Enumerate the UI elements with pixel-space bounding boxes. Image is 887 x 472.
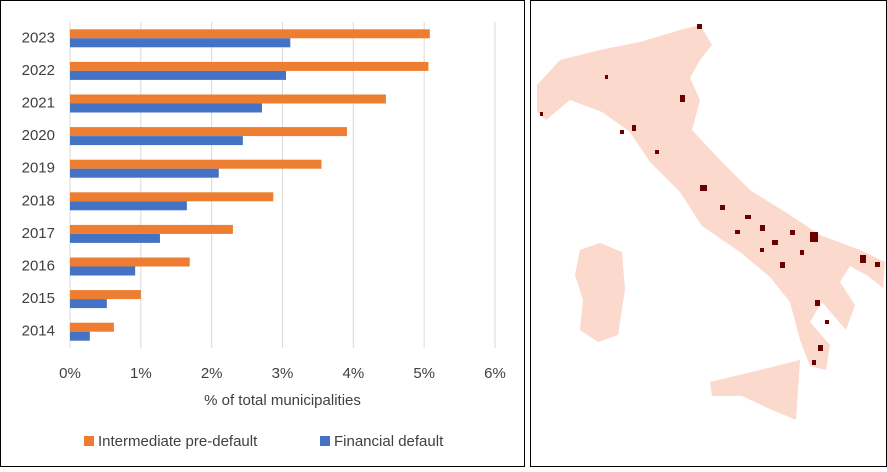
y-tick-label: 2020 — [22, 127, 55, 144]
mainland — [537, 25, 885, 370]
y-tick-label: 2019 — [22, 160, 55, 177]
bar — [70, 266, 136, 276]
bar — [70, 159, 322, 169]
bar — [70, 201, 187, 211]
bar — [70, 299, 107, 309]
bar — [70, 38, 291, 48]
bar — [70, 257, 190, 267]
municipality-markers — [540, 24, 880, 365]
bar — [70, 103, 262, 113]
bar — [70, 70, 287, 80]
y-tick-label: 2017 — [22, 225, 55, 242]
x-tick-label: 2% — [201, 365, 223, 382]
y-tick-label: 2015 — [22, 290, 55, 307]
sicily — [710, 360, 800, 420]
bar — [70, 168, 219, 178]
x-tick-label: 1% — [130, 365, 152, 382]
y-tick-label: 2018 — [22, 192, 55, 209]
x-tick-label: 6% — [484, 365, 506, 382]
legend-swatch — [84, 436, 94, 446]
y-tick-label: 2023 — [22, 29, 55, 46]
bar — [70, 192, 274, 202]
bar — [70, 290, 141, 300]
bar — [70, 233, 160, 243]
map — [537, 24, 885, 420]
bar — [70, 61, 429, 71]
y-tick-label: 2016 — [22, 257, 55, 274]
legend-swatch — [320, 436, 330, 446]
bar — [70, 331, 90, 341]
x-tick-label: 5% — [413, 365, 435, 382]
y-tick-label: 2022 — [22, 62, 55, 79]
bar — [70, 127, 347, 137]
legend-label: Intermediate pre-default — [98, 433, 258, 450]
y-tick-label: 2021 — [22, 94, 55, 111]
x-tick-label: 4% — [342, 365, 364, 382]
legend-label: Financial default — [334, 433, 444, 450]
sardinia — [575, 243, 625, 342]
x-axis-title: % of total municipalities — [204, 392, 361, 409]
x-tick-label: 0% — [59, 365, 81, 382]
x-tick-label: 3% — [272, 365, 294, 382]
bar — [70, 29, 430, 39]
bar — [70, 94, 386, 104]
bar — [70, 136, 243, 146]
bar — [70, 322, 114, 332]
bar — [70, 224, 233, 234]
y-tick-label: 2014 — [22, 323, 55, 340]
